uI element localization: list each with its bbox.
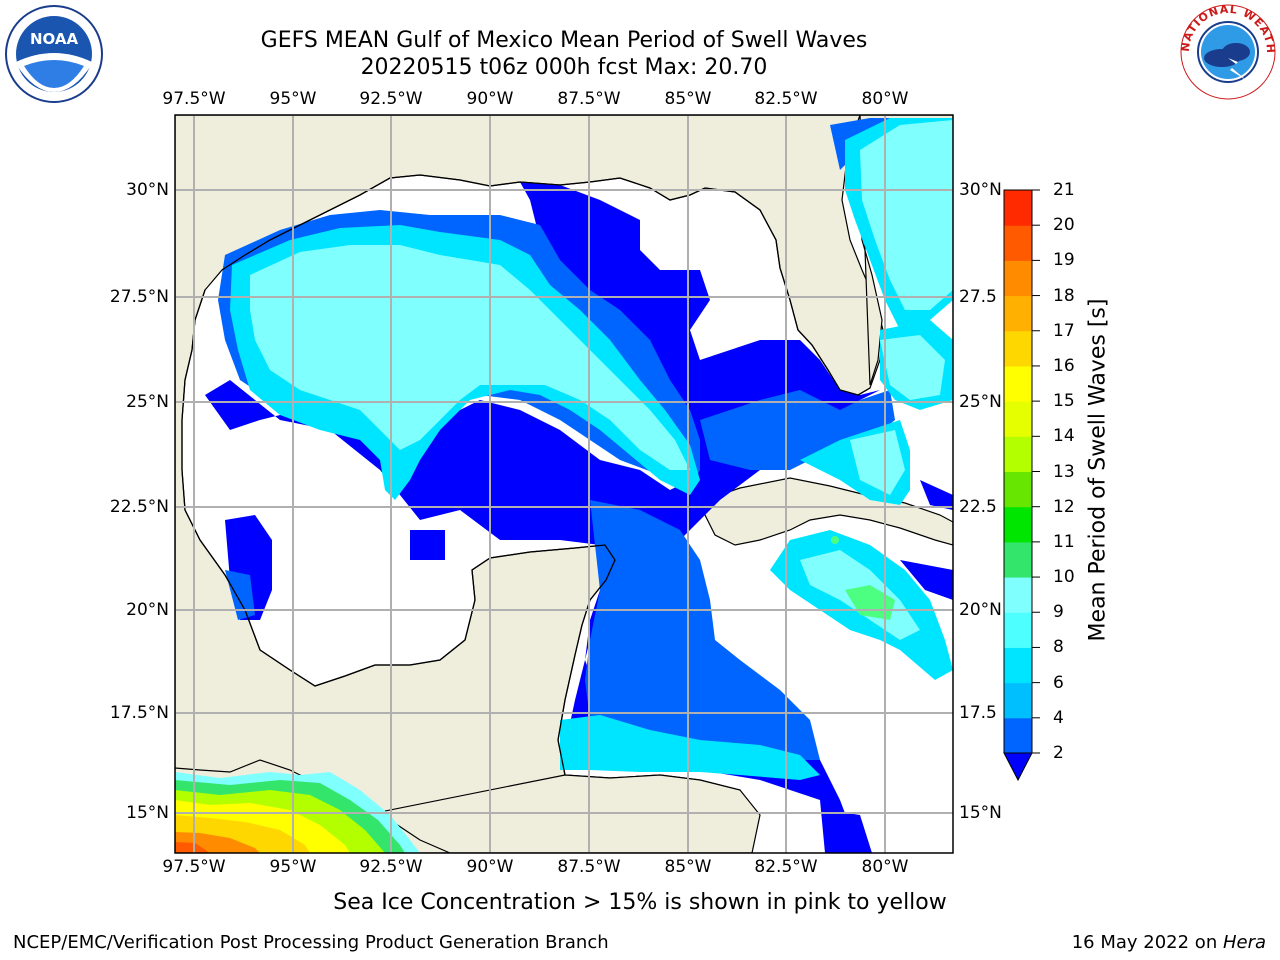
lon-label-bottom: 90°W [466,857,514,877]
lat-label-left: 22.5°N [109,497,169,517]
colorbar-tick-label: 18 [1053,285,1075,306]
lon-label-bottom: 92.5°W [359,857,423,877]
colorbar-bin [1004,612,1032,648]
colorbar-tick-label: 13 [1053,461,1075,482]
footer-host: Hera [1222,932,1266,953]
lat-label-left: 30°N [126,180,169,200]
colorbar-tick-label: 4 [1053,707,1064,728]
lat-label-right: 15°N [959,803,1002,823]
colorbar-bin [1004,506,1032,543]
lon-label-top: 95°W [269,89,317,109]
colorbar-tick-label: 6 [1053,672,1064,693]
lon-label-bottom: 82.5°W [754,857,818,877]
lat-label-right: 30°N [959,180,1002,200]
footer-date-text: 16 May 2022 on [1071,932,1223,953]
colorbar-tick-label: 9 [1053,602,1064,623]
colorbar-bin [1004,365,1032,402]
lat-label-left: 17.5°N [109,703,169,723]
sea-ice-note: Sea Ice Concentration > 15% is shown in … [333,890,947,915]
lon-label-top: 92.5°W [359,89,423,109]
lon-label-top: 80°W [861,89,909,109]
lon-label-bottom: 95°W [269,857,317,877]
colorbar-tick-label: 11 [1053,531,1075,552]
lat-label-left: 25°N [126,392,169,412]
colorbar-tick-label: 19 [1053,250,1075,271]
colorbar-tick-label: 10 [1053,567,1075,588]
lon-label-top: 90°W [466,89,514,109]
swell-band-green-patch [845,585,895,620]
colorbar-tick-label: 15 [1053,391,1075,412]
lat-label-left: 20°N [126,600,169,620]
lon-label-top: 97.5°W [162,89,226,109]
lat-label-right: 17.5 [959,703,997,723]
noaa-logo-text: NOAA [30,30,79,48]
colorbar-tick-label: 16 [1053,355,1075,376]
chart-title: GEFS MEAN Gulf of Mexico Mean Period of … [260,28,868,53]
colorbar-tick-label: 20 [1053,215,1075,236]
colorbar-bin [1004,682,1032,719]
lat-label-right: 20°N [959,600,1002,620]
chart-subtitle: 20220515 t06z 000h fcst Max: 20.70 [360,55,768,80]
colorbar-bin [1004,401,1032,437]
colorbar-bin [1004,717,1032,754]
colorbar-bin [1004,541,1032,578]
graticule [175,115,953,853]
lon-label-top: 82.5°W [754,89,818,109]
lat-label-right: 27.5 [959,287,997,307]
land-cuba [704,477,953,546]
lon-label-top: 87.5°W [557,89,621,109]
nws-logo: NATIONAL WEATHER SERVICE [1178,2,1276,100]
swell-band-green-dot [831,536,839,544]
map-frame [174,114,954,854]
colorbar-label: Mean Period of Swell Waves [s] [1085,298,1111,642]
colorbar-bin [1004,330,1032,367]
colorbar-tick-label: 8 [1053,637,1064,658]
colorbar [1003,189,1040,782]
colorbar-bin [1004,190,1032,226]
colorbar-tick-label: 12 [1053,496,1075,517]
colorbar-tick-label: 21 [1053,180,1075,200]
lon-label-top: 85°W [664,89,712,109]
lat-label-left: 27.5°N [109,287,169,307]
lat-label-left: 15°N [126,803,169,823]
lon-label-bottom: 80°W [861,857,909,877]
colorbar-extend-arrow [1003,752,1033,782]
colorbar-tick-label: 2 [1053,743,1064,763]
colorbar-bin [1004,225,1032,261]
noaa-logo: NOAA [5,5,103,103]
lon-label-bottom: 97.5°W [162,857,226,877]
colorbar-bin [1004,436,1032,472]
colorbar-bin [1004,471,1032,508]
swell-band-dark-blue [205,182,953,853]
lon-label-bottom: 85°W [664,857,712,877]
colorbar-bin [1004,260,1032,297]
lon-label-bottom: 87.5°W [557,857,621,877]
colorbar-tick-label: 17 [1053,320,1075,341]
colorbar-bin [1004,295,1032,332]
lat-label-right: 25°N [959,392,1002,412]
lat-label-right: 22.5 [959,497,997,517]
footer-organization: NCEP/EMC/Verification Post Processing Pr… [13,932,609,953]
footer-date: 16 May 2022 on Hera [1072,932,1266,953]
colorbar-bin [1004,647,1032,684]
colorbar-tick-label: 14 [1053,426,1075,447]
colorbar-bin [1004,577,1032,613]
